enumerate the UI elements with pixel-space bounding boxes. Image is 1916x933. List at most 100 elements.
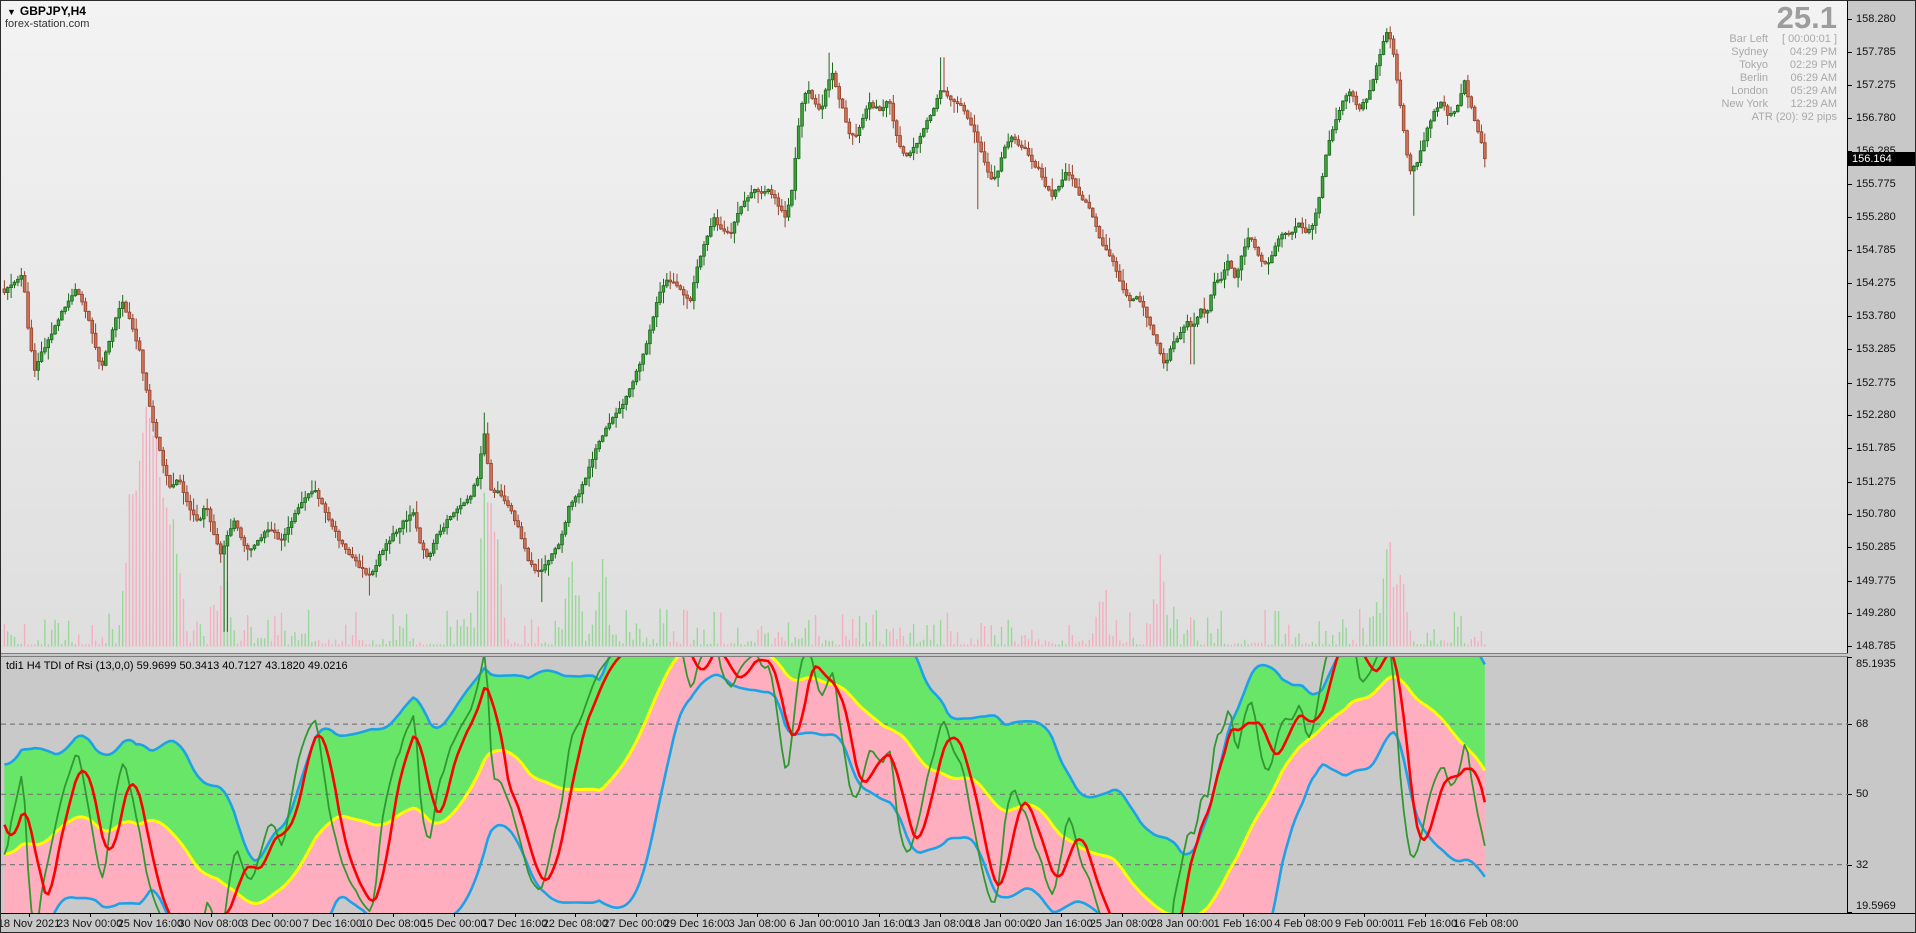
market-info-panel: 25.1 Bar Left[ 00:00:01 ] Sydney 04:29 PM T… <box>1721 0 1837 124</box>
price-axis-label: 152.280 <box>1856 409 1896 422</box>
indicator-axis-tick <box>1848 912 1852 913</box>
time-axis-tick <box>393 914 395 917</box>
price-axis-label: 155.280 <box>1856 211 1896 224</box>
price-axis-label: 151.785 <box>1856 441 1896 454</box>
time-axis-tick <box>271 914 273 917</box>
time-axis-label: 11 Feb 16:00 <box>1393 918 1458 930</box>
price-axis-label: 158.280 <box>1856 13 1896 25</box>
price-axis-label: 150.780 <box>1856 508 1896 521</box>
current-price-marker: 156.164 <box>1848 151 1915 166</box>
clock-time: 04:29 PM <box>1789 46 1837 58</box>
time-axis-tick <box>1425 914 1427 917</box>
indicator-title: tdi1 H4 TDI of Rsi (13,0,0) 59.9699 50.3… <box>6 660 348 672</box>
indicator-axis-tick <box>1848 864 1852 866</box>
time-axis-label: 18 Jan 00:00 <box>968 918 1032 930</box>
clock-time: 02:29 PM <box>1789 59 1837 71</box>
time-axis-label: 23 Nov 00:00 <box>56 918 123 930</box>
symbol-selector[interactable]: ▼ GBPJPY,H4 <box>7 4 86 18</box>
pane-separator[interactable] <box>1 653 1848 657</box>
price-axis[interactable]: 156.164 158.280 157.785 157.275 156.780 156.… <box>1848 1 1915 653</box>
time-axis-tick <box>1182 914 1184 917</box>
price-axis-tick <box>1848 316 1852 318</box>
clock-row: Sydney 04:29 PM <box>1721 46 1837 59</box>
price-axis-tick <box>1848 382 1852 384</box>
time-axis-tick <box>1000 914 1002 917</box>
price-axis-tick <box>1848 283 1852 285</box>
time-axis[interactable]: 18 Nov 2021 23 Nov 00:00 25 Nov 16:00 30 No… <box>1 913 1915 932</box>
time-axis-tick <box>818 914 820 917</box>
price-axis-tick <box>1848 150 1852 152</box>
price-axis-label: 149.280 <box>1856 607 1896 620</box>
clock-city: Sydney <box>1731 46 1768 58</box>
time-axis-tick <box>29 914 30 917</box>
price-axis-tick <box>1848 249 1852 251</box>
indicator-axis-label: 50 <box>1856 788 1869 801</box>
clock-row: Tokyo 02:29 PM <box>1721 59 1837 72</box>
symbol-dropdown-icon[interactable]: ▼ <box>7 7 16 17</box>
time-axis-label: 30 Nov 08:00 <box>178 918 244 930</box>
tdi-indicator-canvas[interactable] <box>1 657 1848 913</box>
price-axis-label: 151.275 <box>1856 475 1896 488</box>
time-axis-label: 25 Jan 08:00 <box>1089 918 1154 930</box>
time-axis-tick <box>1121 914 1123 917</box>
price-axis-label: 154.785 <box>1856 243 1896 256</box>
price-axis-tick <box>1848 447 1852 449</box>
price-axis-tick <box>1848 184 1852 186</box>
time-axis-label: 1 Feb 16:00 <box>1213 918 1273 930</box>
indicator-axis-label: 85.1935 <box>1856 658 1896 670</box>
price-axis-tick <box>1848 19 1852 20</box>
time-axis-label: 4 Feb 08:00 <box>1274 918 1334 930</box>
indicator-axis-tick <box>1848 724 1852 726</box>
time-axis-tick <box>453 914 455 917</box>
indicator-axis-label: 19.5969 <box>1856 900 1896 912</box>
clock-city: Bar Left <box>1729 33 1768 45</box>
clock-row: Berlin 06:29 AM <box>1721 72 1837 85</box>
price-axis-tick <box>1848 613 1852 615</box>
price-axis-label: 156.285 <box>1856 144 1896 157</box>
time-axis-tick <box>1060 914 1062 917</box>
time-axis-tick <box>757 914 759 917</box>
price-axis-label: 157.785 <box>1856 45 1896 58</box>
price-axis-label: 153.285 <box>1856 342 1896 355</box>
price-chart-canvas[interactable] <box>1 1 1848 653</box>
clock-row: London 05:29 AM <box>1721 85 1837 98</box>
time-axis-label: 3 Dec 00:00 <box>242 918 302 930</box>
indicator-pane[interactable]: tdi1 H4 TDI of Rsi (13,0,0) 59.9699 50.3… <box>1 657 1848 913</box>
price-axis-label: 156.780 <box>1856 112 1896 125</box>
time-axis-tick <box>1364 914 1366 917</box>
time-axis-label: 25 Nov 16:00 <box>117 918 184 930</box>
time-axis-label: 20 Jan 16:00 <box>1029 918 1093 930</box>
time-axis-tick <box>211 914 213 917</box>
time-axis-tick <box>878 914 880 917</box>
price-pane[interactable]: ▼ GBPJPY,H4 forex-station.com 25.1 Bar Le… <box>1 1 1848 653</box>
price-axis-tick <box>1848 580 1852 582</box>
indicator-axis[interactable]: 85.1935 68 50 32 19.5969 <box>1848 657 1915 913</box>
time-axis-label: 10 Dec 08:00 <box>360 918 426 930</box>
price-axis-tick <box>1848 481 1852 483</box>
price-axis-tick <box>1848 415 1852 417</box>
time-axis-tick <box>332 914 334 917</box>
time-axis-label: 3 Jan 08:00 <box>728 918 787 930</box>
clock-city: London <box>1731 85 1768 97</box>
clock-row: New York 12:29 AM <box>1721 98 1837 111</box>
clock-time: 12:29 AM <box>1790 98 1837 110</box>
price-axis-label: 157.275 <box>1856 79 1896 92</box>
spread-big-number: 25.1 <box>1776 0 1837 35</box>
indicator-axis-tick <box>1848 794 1852 796</box>
time-axis-label: 16 Feb 08:00 <box>1453 918 1519 930</box>
clock-row: Bar Left [ 00:00:01 ] <box>1721 33 1837 46</box>
indicator-axis-label: 32 <box>1856 858 1869 871</box>
price-axis-label: 155.775 <box>1856 178 1896 191</box>
price-axis-tick <box>1848 217 1852 219</box>
price-axis-tick <box>1848 348 1852 350</box>
price-axis-label: 149.775 <box>1856 574 1896 587</box>
time-axis-label: 29 Dec 16:00 <box>663 918 730 930</box>
price-axis-tick <box>1848 118 1852 120</box>
price-axis-tick <box>1848 51 1852 53</box>
price-axis-tick <box>1848 514 1852 516</box>
time-axis-tick <box>1243 914 1244 917</box>
indicator-axis-label: 68 <box>1856 718 1869 731</box>
time-axis-tick <box>575 914 577 917</box>
clock-city: Tokyo <box>1739 59 1768 71</box>
